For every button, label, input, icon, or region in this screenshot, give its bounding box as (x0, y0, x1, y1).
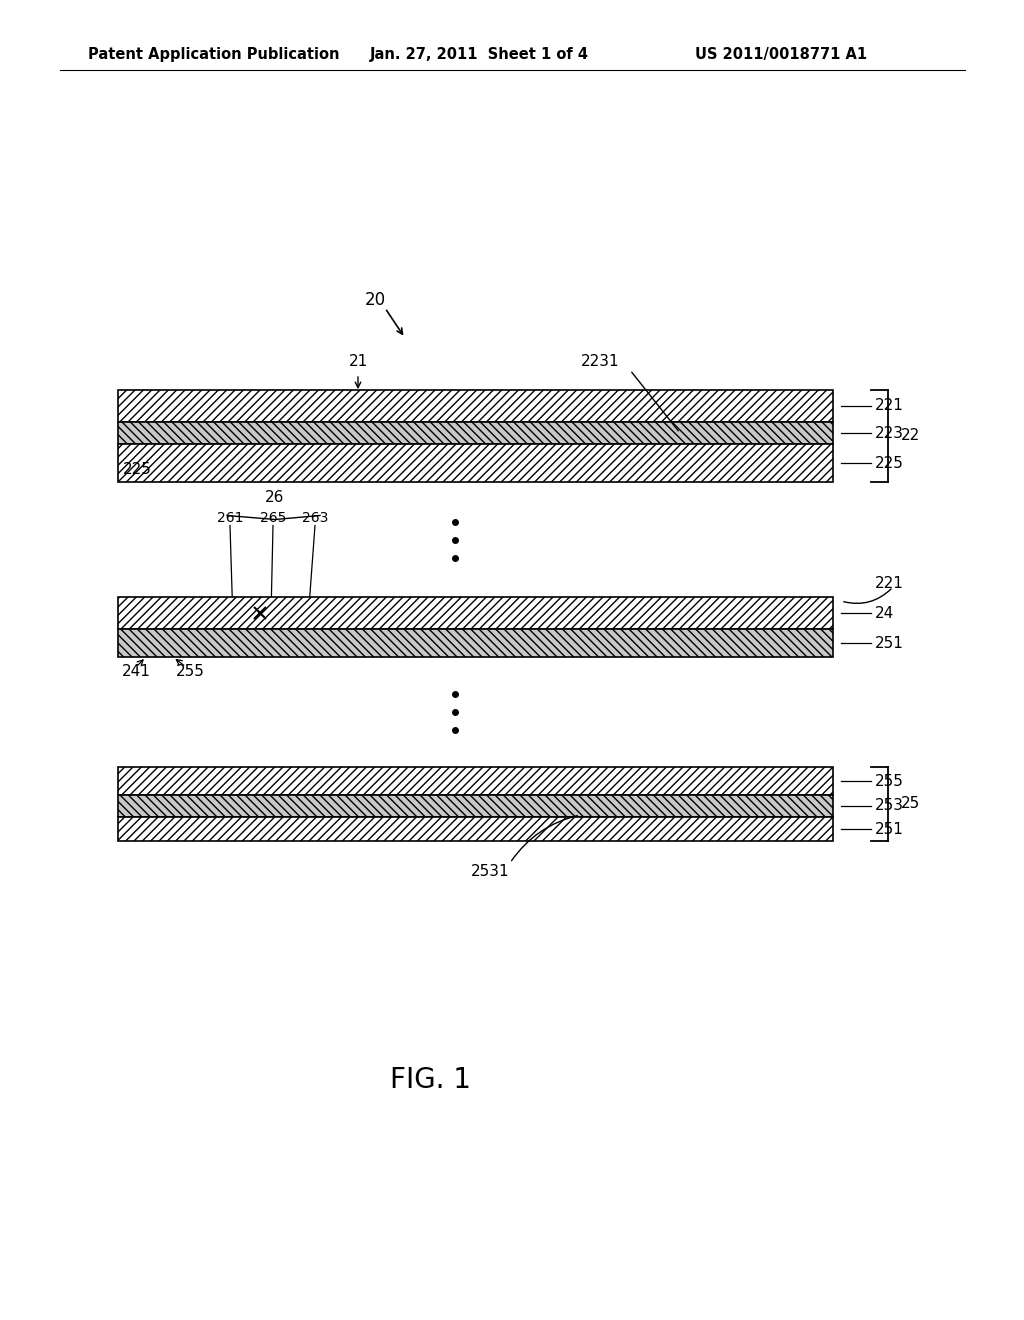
Text: 255: 255 (874, 774, 904, 788)
Bar (118, 630, 833, 657)
Text: 22: 22 (901, 429, 921, 444)
Text: 251: 251 (874, 635, 904, 651)
Text: 2231: 2231 (581, 355, 620, 370)
Text: 225: 225 (123, 462, 152, 478)
Text: 2531: 2531 (471, 863, 509, 879)
Text: 251: 251 (874, 821, 904, 837)
Text: 265: 265 (260, 511, 286, 524)
Text: 26: 26 (265, 490, 285, 506)
Bar (118, 767, 833, 795)
Text: 24: 24 (874, 606, 894, 620)
Bar (118, 817, 833, 841)
Text: 25: 25 (901, 796, 921, 812)
Text: 221: 221 (874, 399, 904, 413)
Text: Patent Application Publication: Patent Application Publication (88, 48, 340, 62)
Text: 261: 261 (217, 511, 244, 524)
Bar (118, 444, 833, 482)
Text: US 2011/0018771 A1: US 2011/0018771 A1 (695, 48, 867, 62)
Text: 223: 223 (874, 425, 904, 441)
Text: 255: 255 (175, 664, 205, 678)
Bar (118, 597, 833, 630)
Text: 263: 263 (302, 511, 328, 524)
Text: 241: 241 (122, 664, 151, 678)
Text: FIG. 1: FIG. 1 (389, 1067, 470, 1094)
Text: 21: 21 (348, 355, 368, 370)
Bar (118, 422, 833, 444)
Text: 225: 225 (874, 455, 904, 470)
Text: 20: 20 (365, 290, 386, 309)
Text: 253: 253 (874, 799, 904, 813)
Text: Jan. 27, 2011  Sheet 1 of 4: Jan. 27, 2011 Sheet 1 of 4 (370, 48, 589, 62)
Text: 221: 221 (874, 576, 904, 590)
Bar (118, 795, 833, 817)
Bar (118, 389, 833, 422)
